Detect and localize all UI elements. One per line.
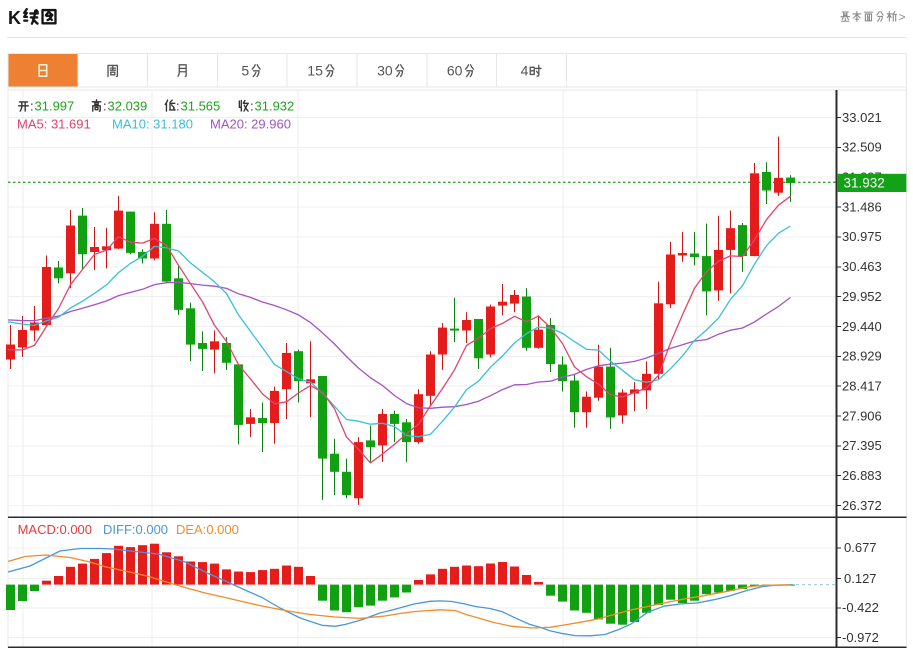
svg-text:DIFF:0.000: DIFF:0.000	[103, 522, 168, 537]
svg-text:-0.422: -0.422	[842, 600, 879, 615]
svg-text:DEA:0.000: DEA:0.000	[176, 522, 239, 537]
svg-text:29.440: 29.440	[842, 319, 882, 334]
svg-text::: :	[176, 99, 180, 114]
svg-text:-0.972: -0.972	[842, 630, 879, 645]
svg-text:31.997: 31.997	[35, 99, 75, 114]
svg-text:31.565: 31.565	[181, 99, 221, 114]
svg-text:32.509: 32.509	[842, 140, 882, 155]
svg-text:30.975: 30.975	[842, 229, 882, 244]
svg-text:28.417: 28.417	[842, 379, 882, 394]
svg-text::: :	[30, 99, 34, 114]
svg-text:28.929: 28.929	[842, 349, 882, 364]
svg-text:MACD:0.000: MACD:0.000	[18, 522, 92, 537]
svg-text:31.932: 31.932	[255, 99, 295, 114]
svg-text::: :	[103, 99, 107, 114]
svg-text:0.127: 0.127	[844, 571, 877, 586]
svg-text:MA20: 29.960: MA20: 29.960	[210, 117, 291, 132]
svg-text:33.021: 33.021	[842, 110, 882, 125]
svg-text:26.372: 26.372	[842, 498, 882, 513]
svg-text:4: 4	[521, 63, 529, 79]
svg-text:15: 15	[307, 63, 323, 79]
svg-text:5: 5	[241, 63, 249, 79]
svg-text:MA5: 31.691: MA5: 31.691	[17, 117, 91, 132]
svg-text:26.883: 26.883	[842, 468, 882, 483]
svg-text:27.906: 27.906	[842, 408, 882, 423]
svg-text:>: >	[899, 10, 906, 24]
svg-text:32.039: 32.039	[108, 99, 148, 114]
svg-text:30.463: 30.463	[842, 259, 882, 274]
svg-text:0.677: 0.677	[844, 540, 877, 555]
svg-text:27.395: 27.395	[842, 438, 882, 453]
svg-text:29.952: 29.952	[842, 289, 882, 304]
svg-text:30: 30	[377, 63, 393, 79]
svg-text::: :	[250, 99, 254, 114]
svg-text:K: K	[8, 8, 21, 28]
svg-text:31.932: 31.932	[844, 176, 885, 191]
svg-text:31.486: 31.486	[842, 199, 882, 214]
svg-text:60: 60	[447, 63, 463, 79]
svg-text:MA10: 31.180: MA10: 31.180	[112, 117, 193, 132]
